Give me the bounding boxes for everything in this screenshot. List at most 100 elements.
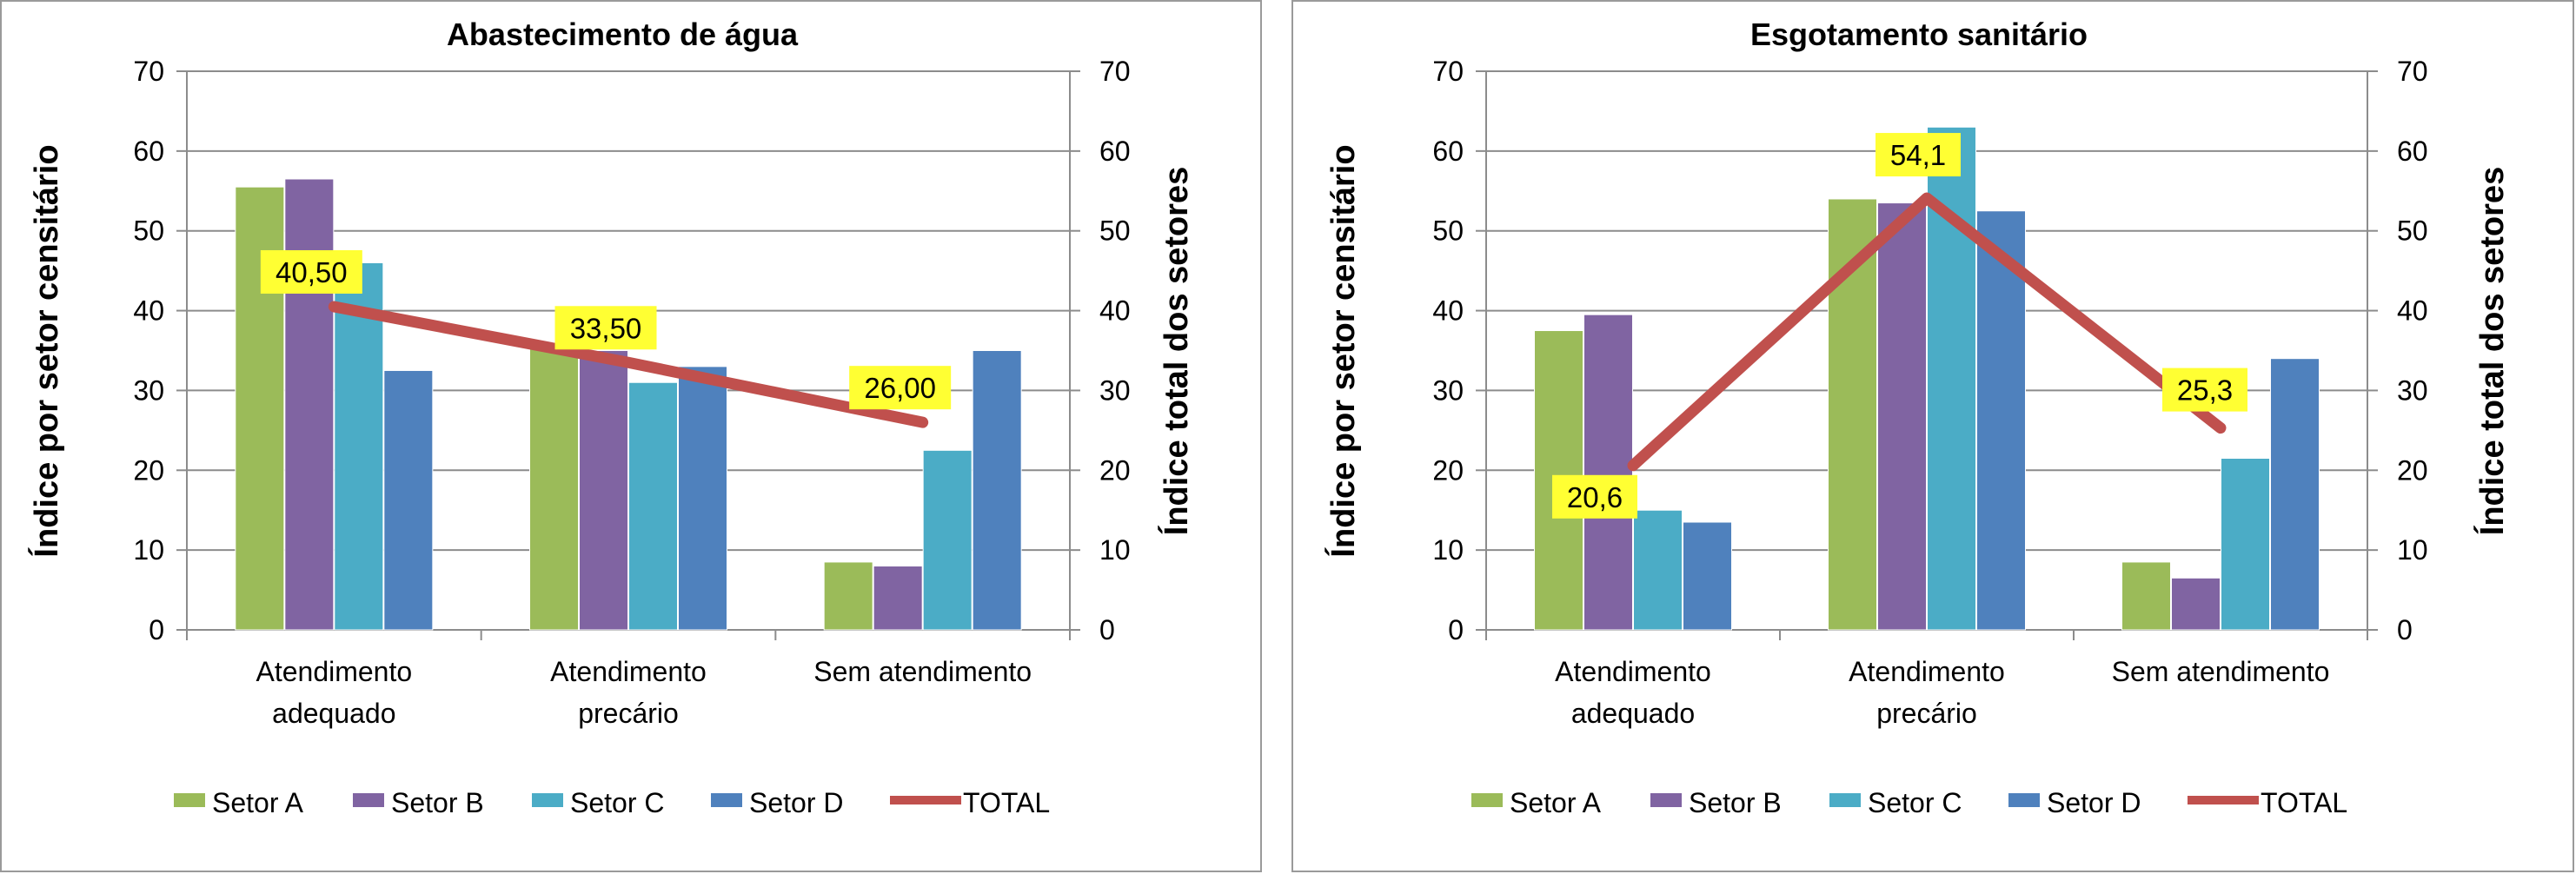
legend-label: TOTAL: [2261, 787, 2347, 818]
bar-setor-c: [1633, 509, 1683, 631]
legend-label: Setor D: [2047, 787, 2141, 818]
bar-setor-b: [284, 178, 335, 631]
x-category-label: precário: [1876, 698, 1977, 729]
y-tick-label: 10: [1432, 534, 1464, 566]
y2-tick-label: 30: [2397, 374, 2428, 406]
legend-swatch: [1471, 793, 1503, 807]
y2-tick-label: 40: [2397, 295, 2428, 327]
x-category-label: adequado: [272, 698, 395, 729]
total-line: [1627, 192, 2227, 472]
chart-esgotamento: Esgotamento sanitário 0 0 10 10 20 20 30 30 40 40 5…: [1324, 17, 2511, 818]
bar-setor-d: [2270, 358, 2320, 631]
y2-tick-label: 10: [2397, 534, 2428, 566]
bar-setor-c: [922, 449, 973, 631]
x-category-label: Atendimento: [1555, 656, 1711, 687]
bar-setor-d: [1976, 210, 2026, 631]
y2-tick-label: 10: [1099, 534, 1131, 566]
y-tick-label: 30: [1432, 374, 1464, 406]
data-label: 33,50: [570, 312, 642, 344]
chart-title: Esgotamento sanitário: [1750, 17, 2088, 52]
legend-label: Setor A: [1510, 787, 1602, 818]
chart-abastecimento: Abastecimento de água 0 0 10 10 20 20 30 30 40 40 5…: [27, 17, 1195, 818]
data-label-box: [1552, 474, 1637, 519]
legend-swatch: [1829, 793, 1861, 807]
legend-swatch: [353, 793, 384, 807]
bar-setor-b: [579, 350, 628, 631]
data-label: 40,50: [276, 256, 348, 288]
data-label-box: [1876, 133, 1961, 177]
bar-setor-c: [334, 262, 384, 631]
chart-title: Abastecimento de água: [447, 17, 799, 52]
data-label: 54,1: [1890, 139, 1946, 171]
y2-tick-label: 20: [1099, 454, 1131, 486]
y2-tick-label: 0: [1099, 614, 1115, 646]
y-tick-label: 0: [149, 614, 164, 646]
y-tick-label: 0: [1448, 614, 1464, 646]
bar-setor-b: [1877, 202, 1927, 631]
data-label-box: [849, 366, 952, 410]
legend-label: Setor C: [1868, 787, 1962, 818]
y-tick-label: 70: [1432, 56, 1464, 87]
x-category-label: Atendimento: [256, 656, 412, 687]
x-category-label: Atendimento: [1849, 656, 2005, 687]
legend-label: TOTAL: [963, 787, 1050, 818]
y2-tick-label: 50: [2397, 215, 2428, 247]
x-category-label: Sem atendimento: [813, 656, 1032, 687]
bar-setor-a: [823, 561, 873, 631]
legend-label: Setor B: [1689, 787, 1782, 818]
data-label-box: [2162, 367, 2247, 412]
data-label: 26,00: [864, 372, 936, 404]
y-axis-title: Índice por setor censitário: [27, 144, 65, 557]
bar-setor-b: [2171, 577, 2221, 631]
y2-tick-label: 60: [1099, 136, 1131, 167]
x-category-label: Sem atendimento: [2112, 656, 2330, 687]
y-tick-label: 40: [133, 295, 164, 327]
x-category-label: Atendimento: [550, 656, 707, 687]
y-tick-label: 30: [133, 374, 164, 406]
bar-setor-c: [2221, 458, 2270, 631]
bar-setor-d: [972, 350, 1022, 631]
y2-tick-label: 60: [2397, 136, 2428, 167]
legend-label: Setor D: [749, 787, 843, 818]
bar-setor-d: [678, 366, 727, 631]
data-label-box: [554, 306, 657, 350]
y2-tick-label: 50: [1099, 215, 1131, 247]
y-tick-label: 70: [133, 56, 164, 87]
legend-swatch: [532, 793, 563, 807]
chart-panel-esgotamento: Esgotamento sanitário 0 0 10 10 20 20 30 30 40 40 5…: [1291, 0, 2574, 872]
y2-tick-label: 70: [2397, 56, 2428, 87]
bar-setor-a: [2121, 561, 2171, 631]
y2-tick-label: 70: [1099, 56, 1131, 87]
data-label: 20,6: [1567, 481, 1623, 513]
bar-setor-c: [628, 381, 678, 631]
legend-swatch: [1650, 793, 1682, 807]
y-tick-label: 60: [133, 136, 164, 167]
y2-tick-label: 40: [1099, 295, 1131, 327]
data-label-box: [260, 249, 362, 294]
bar-setor-b: [1583, 314, 1633, 631]
y2-tick-label: 20: [2397, 454, 2428, 486]
y-tick-label: 50: [133, 215, 164, 247]
legend-label: Setor A: [212, 787, 304, 818]
y-tick-label: 20: [1432, 454, 1464, 486]
chart-panel-abastecimento: Abastecimento de água 0 0 10 10 20 20 30 30 40 40 5…: [0, 0, 1262, 872]
legend-label: Setor C: [570, 787, 664, 818]
x-category-label: precário: [578, 698, 679, 729]
legend-label: Setor B: [391, 787, 484, 818]
bar-setor-d: [383, 369, 434, 631]
legend-swatch: [174, 793, 205, 807]
x-category-label: adequado: [1571, 698, 1695, 729]
y-tick-label: 20: [133, 454, 164, 486]
legend-swatch: [711, 793, 742, 807]
legend-swatch: [2008, 793, 2040, 807]
data-label: 25,3: [2177, 374, 2233, 407]
y2-axis-title: Índice total dos setores: [2473, 167, 2511, 535]
y-axis-title: Índice por setor censitário: [1324, 144, 1362, 557]
y2-axis-title: Índice total dos setores: [1157, 167, 1195, 535]
y2-tick-label: 30: [1099, 374, 1131, 406]
y-tick-label: 50: [1432, 215, 1464, 247]
y-tick-label: 10: [133, 534, 164, 566]
total-line: [328, 301, 929, 428]
y-tick-label: 60: [1432, 136, 1464, 167]
bar-setor-d: [1683, 521, 1732, 631]
